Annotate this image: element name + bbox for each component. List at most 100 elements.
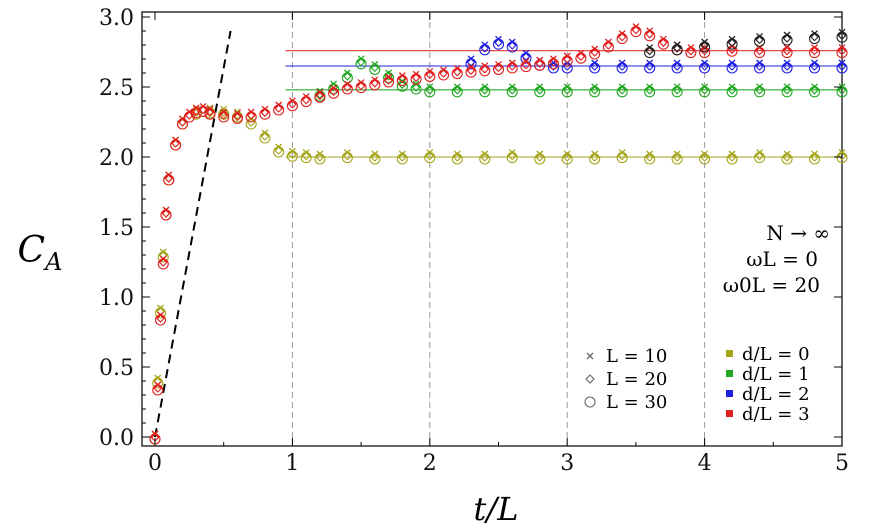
marker-circle [589,62,601,74]
marker-diamond [315,152,325,162]
marker-diamond [479,85,490,95]
marker-diamond [438,68,449,78]
marker-circle [383,76,395,88]
marker-circle [836,152,848,164]
marker-circle [204,108,216,120]
marker-circle [160,209,172,221]
legend-color-swatch [726,350,733,357]
marker-diamond [576,51,586,61]
marker-circle [644,86,656,98]
marker-circle [671,153,683,165]
marker-diamond [644,61,655,71]
marker-circle [836,47,848,59]
marker-circle [781,86,793,98]
x-tick-label: 0 [148,451,162,476]
marker-diamond [809,85,820,95]
marker-diamond [782,45,792,56]
marker-circle [754,35,766,47]
grid-lines [291,12,706,446]
marker-diamond [397,79,408,89]
marker-cross [586,352,594,360]
y-axis-label: CA [18,230,63,276]
marker-diamond [548,61,559,71]
marker-diamond [644,45,655,56]
marker-circle [644,62,656,74]
marker-circle [808,153,821,165]
marker-diamond [672,85,682,95]
marker-diamond [617,61,627,71]
marker-diamond [617,85,627,95]
marker-diamond [754,61,765,71]
marker-circle [492,38,505,50]
marker-circle [754,62,766,74]
y-tick-label: 2.0 [99,146,134,171]
marker-diamond [589,85,600,95]
marker-diamond [782,61,792,71]
marker-circle [424,152,436,164]
marker-circle [644,30,656,42]
marker-diamond [397,152,408,162]
marker-circle [465,58,477,70]
legend: L = 10L = 20L = 30 d/L = 0d/L = 1d/L = 2d… [584,344,810,425]
marker-circle [808,47,821,59]
marker-diamond [425,85,435,95]
annotation-n-limit: N → ∞ [766,221,830,245]
marker-circle [245,111,257,123]
marker-circle [602,41,614,53]
marker-circle [616,33,628,45]
marker-circle [726,38,738,50]
marker-diamond [342,82,353,92]
x-tick-label: 3 [560,451,574,476]
marker-diamond [479,152,490,162]
marker-diamond [782,33,792,43]
marker-circle [726,153,738,165]
marker-diamond [672,152,682,162]
marker-circle [699,86,711,98]
legend-color-label: d/L = 1 [742,364,810,385]
marker-diamond [754,85,765,95]
marker-diamond [837,45,847,56]
marker-circle [561,153,573,165]
marker-circle [781,47,793,59]
marker-diamond [205,107,215,117]
marker-circle [465,66,477,78]
marker-circle [328,87,340,99]
plot-frame [141,11,843,447]
marker-circle [561,55,573,67]
marker-diamond [562,54,572,64]
marker-circle [534,153,546,165]
marker-circle [451,153,463,165]
marker-diamond [809,31,820,42]
marker-circle [616,62,628,74]
marker-diamond [342,150,353,161]
marker-diamond [699,61,710,71]
legend-color-swatch [726,390,733,397]
marker-diamond [218,107,229,117]
marker-circle [355,82,367,94]
marker-diamond [425,150,435,161]
marker-diamond [631,24,641,35]
y-tick-label: 1.5 [99,216,134,241]
marker-diamond [562,85,572,95]
marker-circle [657,38,669,50]
marker-diamond [260,131,270,141]
marker-circle [437,69,450,81]
marker-diamond [699,85,710,95]
annotation-omega-l: ωL = 0 [746,247,818,271]
marker-diamond [617,150,627,161]
marker-diamond [452,152,463,162]
marker-diamond [383,75,394,85]
marker-diamond [754,45,765,56]
marker-diamond [754,150,765,161]
marker-circle [479,86,491,98]
axis-ticks: 0 1 2 3 4 5 0.0 0.5 1.0 1.5 2.0 2.5 3.0 [99,6,849,476]
marker-diamond [672,61,682,71]
marker-circle [328,83,340,95]
marker-circle [341,83,353,95]
marker-diamond [727,152,737,162]
marker-circle [424,86,436,98]
marker-diamond [356,80,366,91]
marker-circle [355,58,367,70]
marker-circle [644,47,656,59]
